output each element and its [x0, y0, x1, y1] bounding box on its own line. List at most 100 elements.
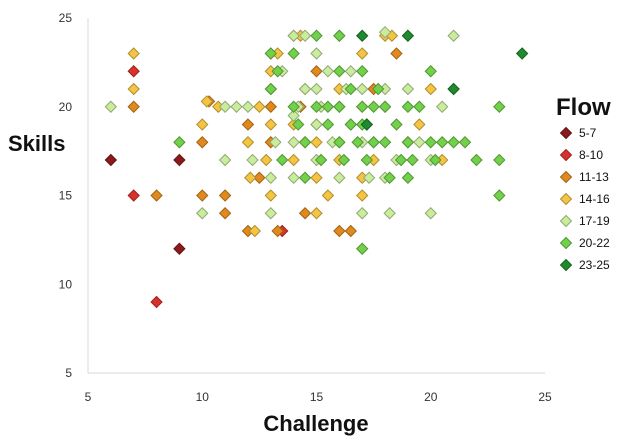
data-point [287, 153, 300, 167]
data-point [367, 136, 380, 149]
axes [87, 18, 545, 374]
legend-marker [559, 192, 573, 206]
x-tick-label: 15 [310, 390, 324, 404]
data-point [271, 224, 284, 238]
data-point [321, 65, 335, 78]
data-point [424, 207, 437, 220]
data-point [173, 153, 186, 167]
data-point [390, 118, 403, 131]
data-point [271, 65, 284, 78]
data-point [333, 100, 346, 113]
data-point [287, 100, 300, 113]
data-point [264, 47, 278, 60]
data-point [424, 82, 437, 96]
data-point [355, 242, 369, 255]
data-point [173, 136, 186, 149]
legend-items: 5-7 8-10 11-13 14-16 17-19 20-22 23-25 [559, 126, 610, 272]
legend-marker [559, 148, 573, 162]
data-point [458, 136, 472, 149]
data-point [378, 100, 392, 113]
legend-marker [559, 236, 573, 250]
data-point [264, 118, 278, 131]
data-point [248, 224, 262, 238]
data-point [310, 171, 323, 184]
legend-label: 14-16 [579, 192, 610, 206]
data-point [218, 207, 232, 220]
data-point [196, 189, 209, 202]
x-tick-label: 25 [538, 390, 552, 404]
data-point [127, 100, 140, 113]
data-point [429, 153, 442, 167]
data-point [367, 100, 380, 113]
legend-title: Flow [556, 94, 611, 121]
legend-label: 8-10 [579, 148, 603, 162]
data-point [360, 153, 373, 167]
data-point [401, 29, 415, 42]
data-point [150, 295, 163, 309]
data-point [127, 47, 140, 60]
data-point [493, 153, 506, 167]
data-point [298, 29, 312, 42]
data-point [333, 65, 346, 78]
data-point [337, 153, 351, 167]
data-point [401, 82, 415, 96]
data-point [310, 100, 323, 113]
data-point [493, 100, 506, 113]
data-point [253, 100, 266, 113]
data-point [447, 136, 460, 149]
data-point [173, 242, 186, 255]
data-point [355, 82, 369, 96]
data-point [127, 82, 140, 96]
data-point [310, 47, 323, 60]
data-point [424, 136, 437, 149]
data-point [424, 65, 437, 78]
data-point [287, 171, 300, 184]
data-point [355, 207, 369, 220]
data-point [127, 65, 140, 78]
data-point [287, 47, 300, 60]
data-point [413, 118, 426, 131]
data-point [314, 153, 328, 167]
y-tick-label: 5 [65, 366, 72, 380]
data-point [264, 171, 278, 184]
data-point [127, 189, 140, 202]
data-point [196, 118, 209, 131]
data-point [269, 136, 282, 149]
data-point [371, 82, 385, 96]
data-point [447, 82, 460, 96]
y-tick-label: 10 [59, 277, 73, 291]
data-point [218, 189, 232, 202]
legend-label: 11-13 [579, 170, 609, 184]
data-point [264, 189, 278, 202]
data-point [241, 100, 255, 113]
data-point [287, 29, 300, 42]
data-point [355, 47, 369, 60]
data-point [390, 47, 403, 60]
data-point [378, 136, 392, 149]
data-point [355, 189, 369, 202]
x-tick-label: 5 [85, 390, 92, 404]
data-point [413, 136, 426, 149]
legend-label: 5-7 [579, 126, 597, 140]
data-point [298, 82, 312, 96]
data-point [355, 65, 369, 78]
y-tick-label: 25 [59, 11, 73, 25]
data-point [344, 82, 357, 96]
data-point [401, 171, 415, 184]
data-point [246, 153, 259, 167]
data-point [310, 82, 323, 96]
data-point [200, 95, 214, 108]
y-tick-labels: 5 10 15 20 25 [59, 11, 73, 380]
data-point [104, 153, 118, 167]
data-point [360, 118, 373, 131]
data-point [406, 153, 419, 167]
data-point [333, 136, 346, 149]
data-point [493, 189, 506, 202]
data-point [344, 224, 357, 238]
data-point [104, 100, 118, 113]
data-point [241, 118, 255, 131]
y-tick-label: 15 [59, 189, 73, 203]
data-point [196, 136, 209, 149]
data-point [298, 171, 312, 184]
